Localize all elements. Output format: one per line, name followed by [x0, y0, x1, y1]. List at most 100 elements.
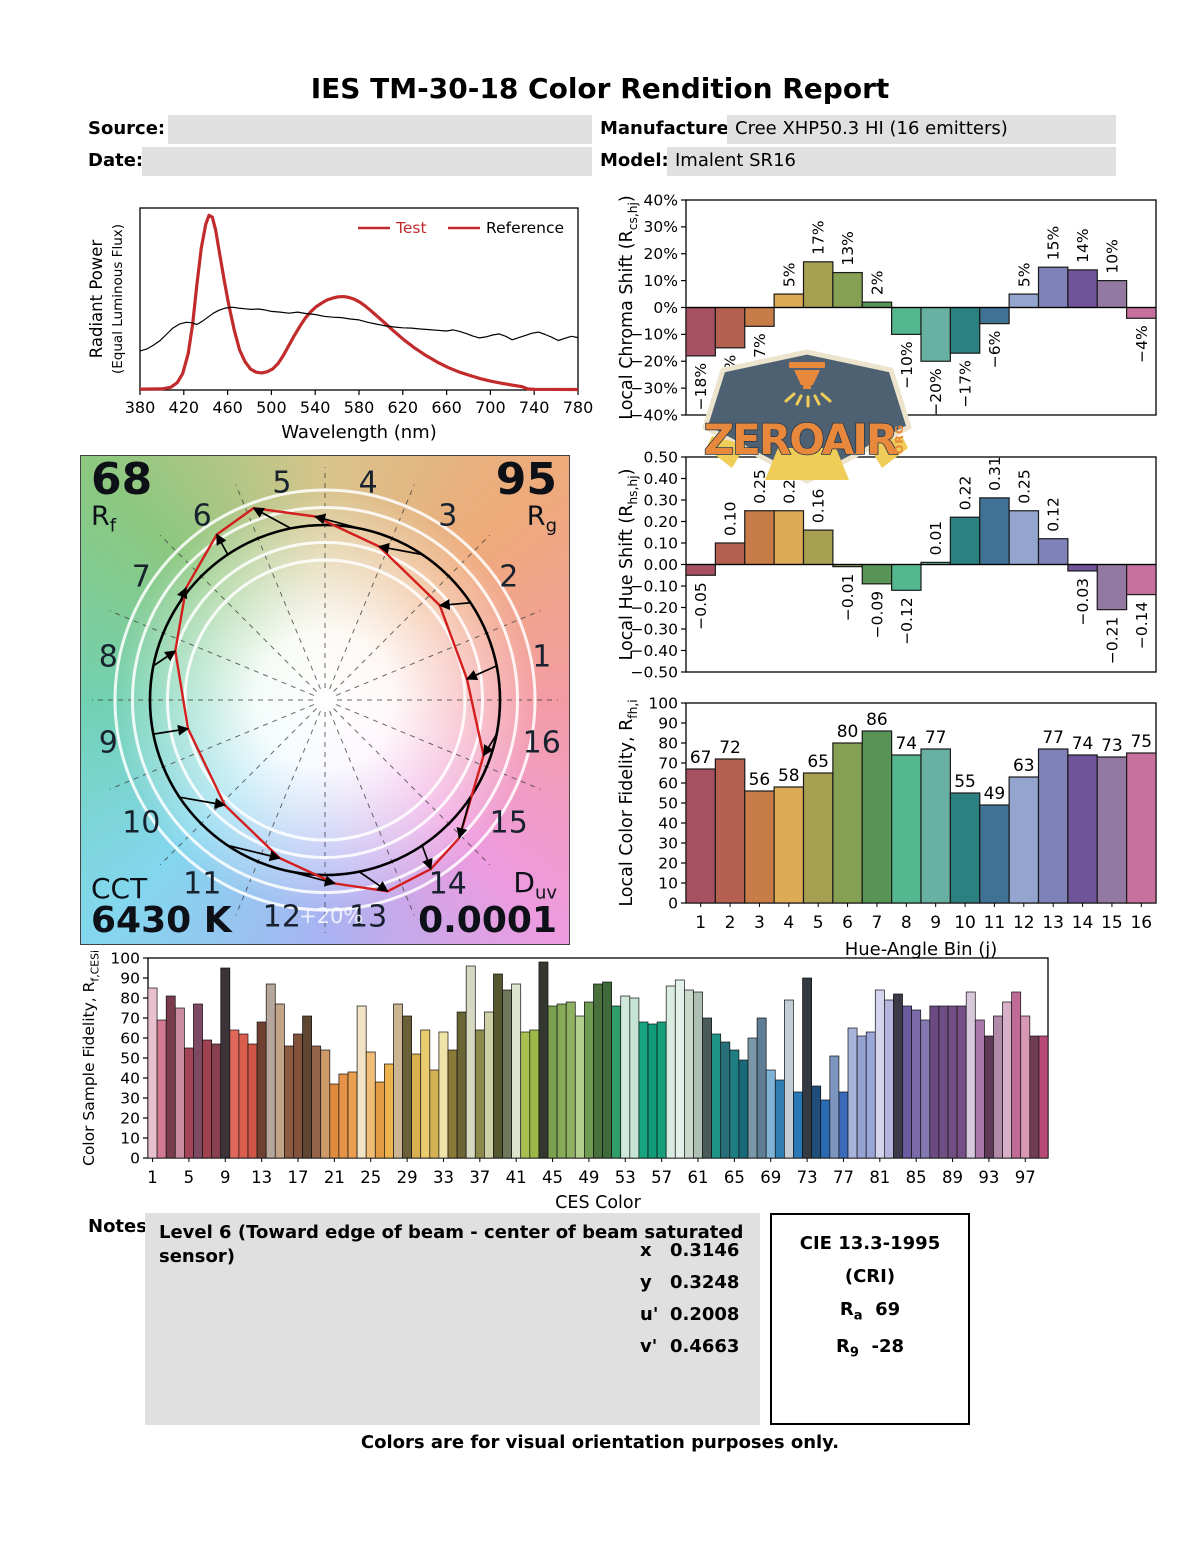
svg-text:74: 74 [1072, 734, 1094, 754]
svg-text:1: 1 [532, 639, 551, 674]
duv-value: Duv 0.0001 [418, 866, 557, 942]
svg-text:80: 80 [837, 722, 859, 742]
svg-text:10%: 10% [644, 272, 678, 290]
svg-text:4: 4 [359, 466, 378, 501]
svg-text:0.22: 0.22 [957, 476, 975, 511]
svg-text:0.2: 0.2 [780, 479, 798, 504]
svg-text:60: 60 [658, 774, 678, 792]
chroma-shift-plot: 40%30%20%10%0%−10%−20%−30%−40%−18%−15%−7… [617, 191, 1157, 424]
svg-text:20: 20 [120, 1109, 140, 1127]
svg-text:5: 5 [184, 1168, 195, 1187]
svg-text:67: 67 [690, 748, 712, 768]
svg-text:10: 10 [954, 913, 976, 933]
source-label: Source: [88, 118, 166, 139]
svg-text:−0.10: −0.10 [631, 577, 679, 595]
svg-text:7: 7 [872, 913, 883, 933]
svg-text:−20%: −20% [927, 368, 945, 415]
svg-text:0.31: 0.31 [986, 456, 1004, 491]
svg-text:700: 700 [475, 398, 506, 417]
ring-plus20-label: +20% [299, 904, 364, 928]
svg-text:420: 420 [169, 398, 200, 417]
svg-text:100: 100 [110, 949, 140, 967]
spd-chart: 380 420 460 500 540 580 620 660 700 740 780 Wavelen… [87, 192, 593, 443]
svg-text:20%: 20% [644, 245, 678, 263]
hue-shift-chart: 0.50 0.40 0.30 0.20 0.10 0.00 −0.10 −0.20 −0.30−… [606, 443, 1170, 690]
svg-text:29: 29 [397, 1168, 418, 1187]
svg-text:69: 69 [760, 1168, 781, 1187]
svg-text:9: 9 [99, 726, 118, 761]
svg-text:Hue-Angle Bin (j): Hue-Angle Bin (j) [845, 939, 998, 960]
svg-text:2: 2 [725, 913, 736, 933]
svg-text:40: 40 [120, 1069, 140, 1087]
svg-text:20: 20 [658, 854, 678, 872]
svg-text:86: 86 [866, 710, 888, 730]
svg-text:−0.12: −0.12 [898, 597, 916, 645]
svg-text:9: 9 [220, 1168, 231, 1187]
x-coordinate: x 0.3146 [640, 1240, 740, 1261]
svg-text:Reference: Reference [486, 219, 564, 237]
svg-text:−0.50: −0.50 [631, 663, 679, 681]
svg-text:70: 70 [658, 754, 678, 772]
svg-text:61: 61 [688, 1168, 709, 1187]
svg-text:540: 540 [300, 398, 331, 417]
svg-text:3: 3 [438, 499, 457, 534]
svg-text:0.25: 0.25 [751, 469, 769, 504]
svg-text:75: 75 [1130, 732, 1152, 752]
svg-text:−0.05: −0.05 [692, 582, 710, 630]
svg-text:CES Color: CES Color [555, 1193, 641, 1213]
svg-text:30: 30 [658, 834, 678, 852]
svg-text:−0.21: −0.21 [1103, 617, 1121, 665]
svg-text:14: 14 [429, 866, 467, 901]
flashlight-body-icon [794, 370, 820, 385]
svg-text:16: 16 [1130, 913, 1152, 933]
model-label: Model: [600, 150, 669, 171]
svg-text:0.10: 0.10 [643, 534, 678, 552]
svg-text:41: 41 [506, 1168, 527, 1187]
svg-text:Color Sample Fidelity, Rf,CESi: Color Sample Fidelity, Rf,CESi [80, 950, 101, 1166]
svg-text:80: 80 [658, 734, 678, 752]
ra-value: Ra 69 [839, 1299, 901, 1324]
page-title: IES TM-30-18 Color Rendition Report [310, 72, 890, 105]
svg-text:10: 10 [658, 874, 678, 892]
model-field: Imalent SR16 [667, 147, 1116, 176]
notes-text: Level 6 (Toward edge of beam - center of… [159, 1222, 744, 1268]
date-field [142, 147, 592, 176]
svg-text:2: 2 [499, 560, 518, 595]
svg-text:740: 740 [519, 398, 550, 417]
footer-note: Colors are for visual orientation purpos… [360, 1432, 840, 1453]
svg-text:70: 70 [120, 1009, 140, 1027]
model-value: Imalent SR16 [675, 150, 796, 171]
svg-text:13: 13 [349, 899, 387, 934]
svg-text:−0.09: −0.09 [868, 591, 886, 639]
svg-text:0.50: 0.50 [643, 448, 678, 466]
manufacturer-value: Cree XHP50.3 HI (16 emitters) [735, 118, 1008, 139]
v-prime-coordinate: v' 0.4663 [640, 1336, 740, 1357]
svg-text:10%: 10% [1103, 239, 1121, 273]
hue-shift-plot: 0.500.400.300.200.100.00−0.10−0.20−0.30−… [617, 448, 1157, 681]
svg-text:72: 72 [719, 738, 741, 758]
notes-box: Level 6 (Toward edge of beam - center of… [145, 1213, 760, 1425]
svg-text:11: 11 [183, 866, 221, 901]
svg-text:−18%: −18% [692, 363, 710, 410]
svg-text:620: 620 [388, 398, 419, 417]
svg-text:10: 10 [120, 1129, 140, 1147]
svg-text:−20%: −20% [631, 353, 678, 371]
svg-text:15: 15 [1101, 913, 1123, 933]
svg-text:14%: 14% [1074, 228, 1092, 262]
svg-text:90: 90 [120, 969, 140, 987]
svg-text:13%: 13% [839, 231, 857, 265]
chroma-shift-chart: 40%30%20%10%0%−10%−20%−30%−40%−18%−15%−7… [606, 188, 1170, 430]
svg-text:0.40: 0.40 [643, 470, 678, 488]
svg-text:49: 49 [984, 784, 1006, 804]
svg-text:50: 50 [658, 794, 678, 812]
svg-text:100: 100 [648, 694, 678, 712]
svg-text:Local Color Fidelity, Rfh,i: Local Color Fidelity, Rfh,i [617, 699, 640, 906]
svg-text:4: 4 [783, 913, 794, 933]
svg-text:63: 63 [1013, 756, 1035, 776]
rg-score: 95 Rg [495, 454, 557, 537]
svg-text:−30%: −30% [631, 379, 678, 397]
svg-text:660: 660 [431, 398, 462, 417]
